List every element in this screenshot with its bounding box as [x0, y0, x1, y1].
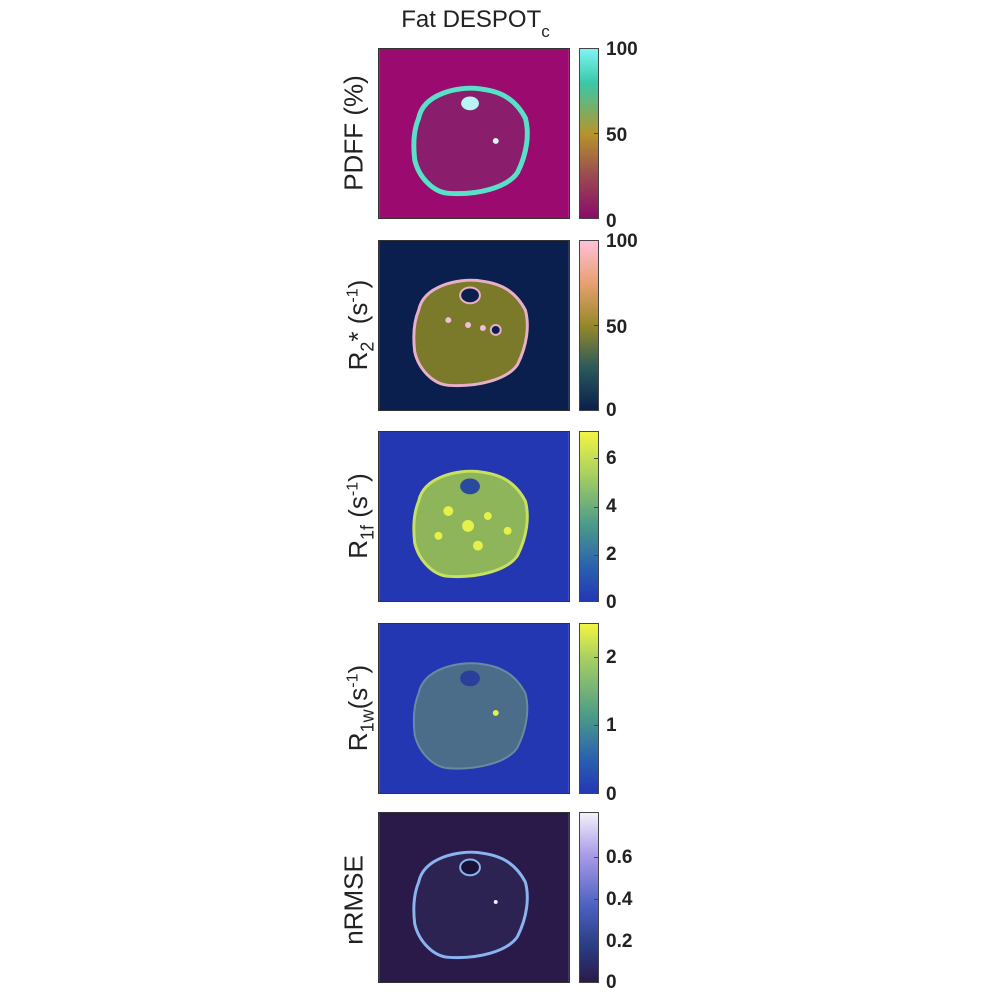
pdff-map	[378, 48, 570, 219]
r1f-colorbar	[579, 431, 599, 602]
r2star-tick-mid: 50	[606, 317, 628, 338]
r1f-tick-4: 4	[606, 496, 617, 517]
r1w-tick-2: 2	[606, 647, 617, 668]
r1w-colorbar	[579, 623, 599, 794]
r1w-axis-label: R1w(s-1)	[343, 664, 378, 752]
nrmse-axis-label: nRMSE	[338, 855, 369, 945]
nrmse-tick-02: 0.2	[606, 931, 633, 952]
nrmse-map	[378, 812, 570, 983]
pdff-axis-label: PDFF (%)	[338, 75, 369, 191]
r1f-tick-0: 0	[606, 592, 617, 613]
r2star-tick-max: 100	[606, 231, 638, 252]
nrmse-tick-04: 0.4	[606, 889, 633, 910]
r1f-tick-2: 2	[606, 544, 617, 565]
r1w-map	[378, 623, 570, 794]
pdff-tick-min: 0	[606, 211, 617, 232]
nrmse-colorbar	[579, 812, 599, 983]
figure-title: Fat DESPOTc	[401, 6, 550, 41]
pdff-tick-mid: 50	[606, 125, 628, 146]
r1w-tick-0: 0	[606, 784, 617, 805]
r1f-tick-6: 6	[606, 448, 617, 469]
r2star-map	[378, 240, 570, 411]
r1w-tick-1: 1	[606, 715, 617, 736]
r1f-axis-label: R1f (s-1)	[343, 473, 378, 559]
r2star-tick-min: 0	[606, 400, 617, 421]
r1f-map	[378, 431, 570, 602]
r2star-axis-label: R2* (s-1)	[343, 279, 378, 371]
nrmse-tick-06: 0.6	[606, 847, 633, 868]
pdff-tick-max: 100	[606, 39, 638, 60]
nrmse-tick-0: 0	[606, 972, 617, 993]
